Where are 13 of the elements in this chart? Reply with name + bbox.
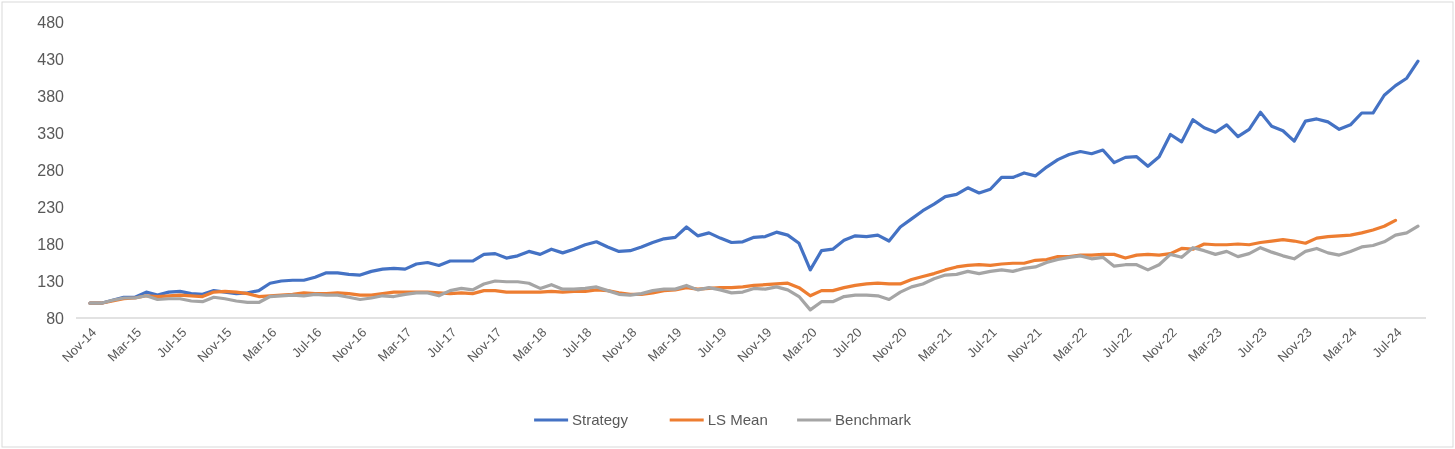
legend-label: Benchmark: [835, 411, 912, 429]
y-tick-label: 80: [46, 309, 65, 327]
y-tick-label: 480: [37, 13, 65, 31]
y-tick-label: 180: [37, 235, 65, 253]
legend-label: Strategy: [572, 411, 629, 429]
y-tick-label: 430: [37, 50, 65, 68]
y-tick-label: 380: [37, 87, 65, 105]
y-tick-label: 280: [37, 161, 65, 179]
legend-label: LS Mean: [707, 411, 768, 429]
line-series: [88, 224, 1420, 312]
y-tick-label: 130: [37, 272, 65, 290]
y-tick-label: 230: [37, 198, 65, 216]
y-tick-label: 330: [37, 124, 65, 142]
